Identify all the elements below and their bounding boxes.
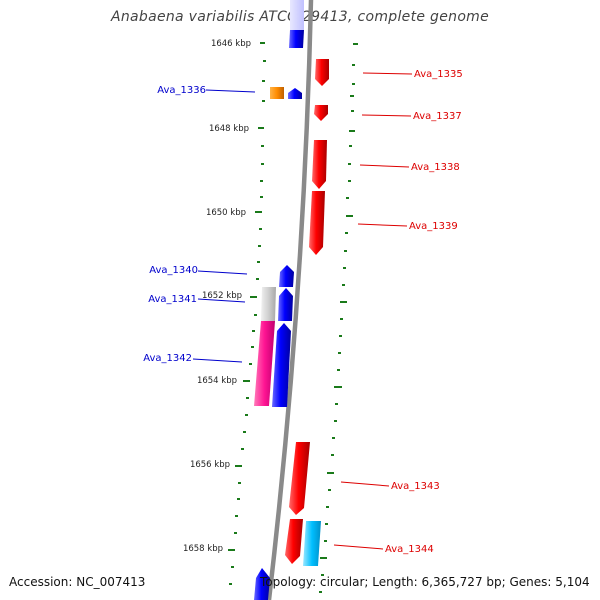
- gene-label-ava-1342[interactable]: Ava_1342: [143, 353, 192, 364]
- gene-glyph-ava-1342-magenta[interactable]: [254, 321, 275, 406]
- gene-glyph-ava-1341-gray[interactable]: [261, 287, 276, 321]
- tick-label: 1654 kbp: [197, 376, 237, 386]
- genome-backbone: [266, 0, 314, 600]
- gene-glyph-ava-1339[interactable]: [309, 191, 325, 255]
- genome-summary-text: Topology: circular; Length: 6,365,727 bp…: [260, 575, 590, 589]
- gene-glyph-ava-1337[interactable]: [314, 105, 328, 121]
- outer-scale-ring: [319, 43, 358, 593]
- leader-lines: [192, 72, 413, 550]
- tick-label: 1652 kbp: [202, 291, 242, 301]
- accession-text: Accession: NC_007413: [9, 575, 146, 589]
- gene-label-ava-1335[interactable]: Ava_1335: [414, 69, 463, 80]
- tick-label: 1650 kbp: [206, 208, 246, 218]
- gene-label-ava-1336[interactable]: Ava_1336: [157, 85, 206, 96]
- gene-glyph-ava-1335[interactable]: [315, 59, 329, 86]
- gene-label-ava-1341[interactable]: Ava_1341: [148, 294, 197, 305]
- gene-glyphs-inner: [254, 0, 304, 600]
- gene-glyph-ava-1344[interactable]: [285, 519, 303, 564]
- gene-label-ava-1340[interactable]: Ava_1340: [149, 265, 198, 276]
- gene-label-ava-1344[interactable]: Ava_1344: [385, 544, 434, 555]
- inner-scale-ring: [228, 42, 266, 585]
- gene-glyph-ava-1340[interactable]: [279, 265, 294, 287]
- gene-glyph-ava-1342[interactable]: [272, 323, 291, 407]
- gene-glyph-ava-1344-cyan[interactable]: [303, 521, 321, 566]
- gene-glyph-blue-top[interactable]: [289, 30, 304, 48]
- gene-glyph-ava-1343[interactable]: [289, 442, 310, 515]
- gene-glyph-ava-1338[interactable]: [312, 140, 327, 189]
- gene-glyph-blue-bottom[interactable]: [254, 568, 270, 600]
- gene-label-ava-1338[interactable]: Ava_1338: [411, 162, 460, 173]
- gene-label-ava-1337[interactable]: Ava_1337: [413, 111, 462, 122]
- tick-label: 1656 kbp: [190, 460, 230, 470]
- tick-label: 1648 kbp: [209, 124, 249, 134]
- tick-label: 1658 kbp: [183, 544, 223, 554]
- gene-glyphs-outer: [285, 59, 329, 566]
- gene-label-ava-1343[interactable]: Ava_1343: [391, 481, 440, 492]
- gene-glyph-top-fragment[interactable]: [290, 0, 304, 30]
- tick-label: 1646 kbp: [211, 39, 251, 49]
- gene-glyph-ava-1336-blue[interactable]: [288, 88, 302, 99]
- gene-glyph-ava-1336-orange[interactable]: [270, 87, 284, 99]
- gene-label-ava-1339[interactable]: Ava_1339: [409, 221, 458, 232]
- gene-glyph-ava-1341[interactable]: [278, 288, 293, 321]
